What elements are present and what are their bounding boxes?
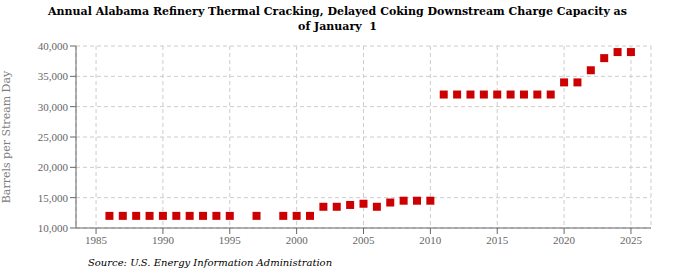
html-text:Annual Alabama Refinery Therma: Annual Alabama Refinery Thermal Cracking… bbox=[48, 5, 627, 18]
svg-text:15,000: 15,000 bbox=[38, 192, 69, 204]
svg-text:2010: 2010 bbox=[419, 234, 442, 246]
svg-text:2005: 2005 bbox=[353, 234, 376, 246]
svg-text:2015: 2015 bbox=[486, 234, 509, 246]
svg-text:10,000: 10,000 bbox=[38, 222, 69, 234]
html-text:Source: U.S. Energy Informatio: Source: U.S. Energy Information Administ… bbox=[88, 257, 333, 268]
svg-text:35,000: 35,000 bbox=[38, 70, 69, 82]
svg-text:25,000: 25,000 bbox=[38, 131, 69, 143]
svg-text:40,000: 40,000 bbox=[38, 40, 69, 52]
svg-text:Barrels per Stream Day: Barrels per Stream Day bbox=[0, 70, 13, 203]
svg-text:1985: 1985 bbox=[85, 234, 108, 246]
svg-text:30,000: 30,000 bbox=[38, 101, 69, 113]
svg-text:2025: 2025 bbox=[620, 234, 643, 246]
svg-text:2000: 2000 bbox=[286, 234, 309, 246]
svg-text:20,000: 20,000 bbox=[38, 161, 69, 173]
svg-text:1990: 1990 bbox=[152, 234, 175, 246]
svg-text:1995: 1995 bbox=[219, 234, 242, 246]
svg-text:2020: 2020 bbox=[553, 234, 576, 246]
html-text:of January 1: of January 1 bbox=[298, 20, 377, 33]
